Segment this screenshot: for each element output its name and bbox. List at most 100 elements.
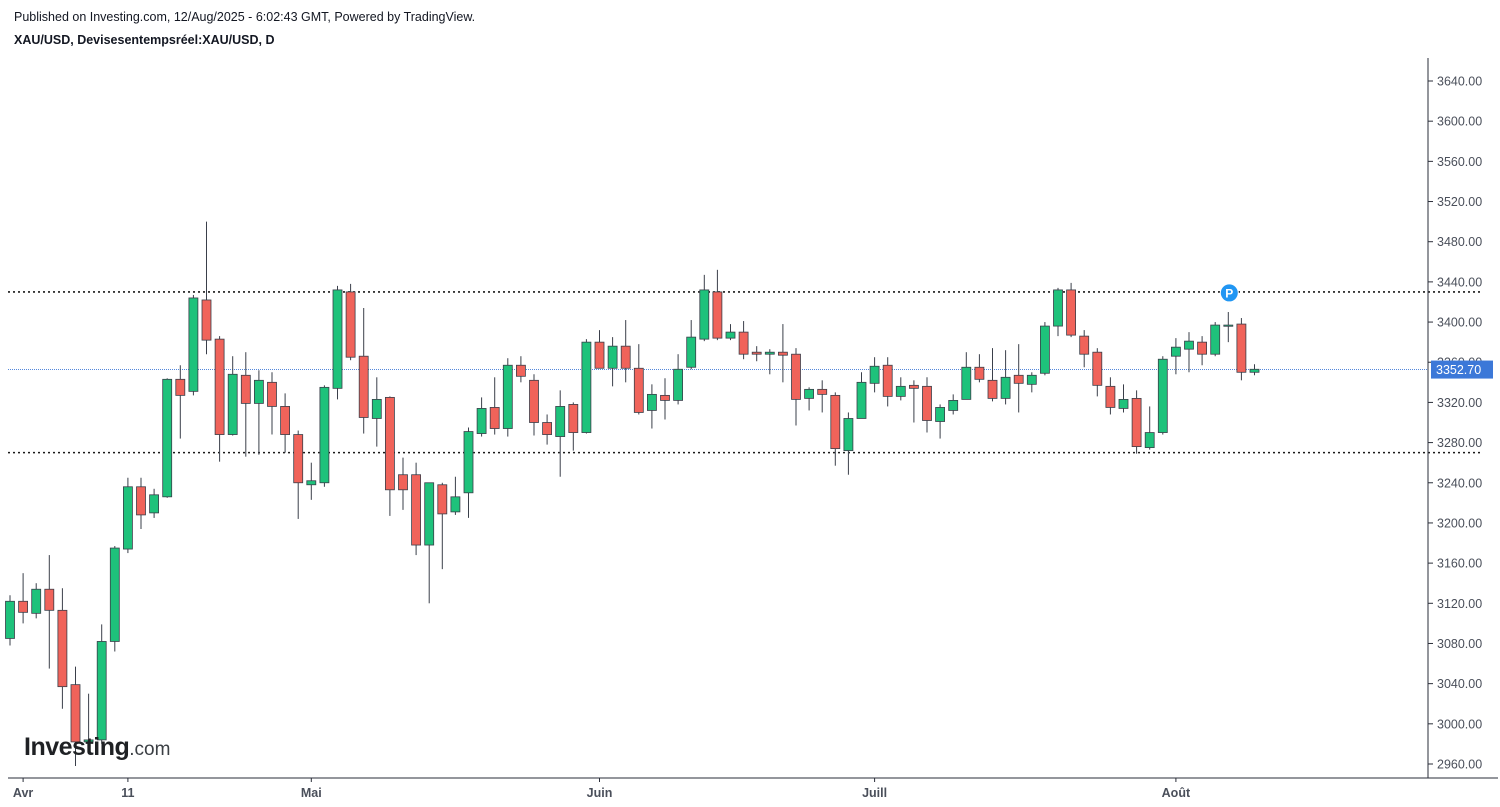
price-tick-label: 2960.00 [1437,758,1482,772]
candle[interactable] [673,354,683,405]
candle[interactable] [293,430,304,519]
candle[interactable] [948,394,959,415]
candle[interactable] [227,356,238,436]
candle[interactable] [1197,336,1207,366]
candle[interactable] [699,274,710,342]
candle[interactable] [1000,350,1011,405]
candle[interactable] [869,357,880,393]
candle[interactable] [987,348,998,402]
candle[interactable] [306,462,317,500]
candle[interactable] [804,387,814,411]
candle[interactable] [620,320,631,383]
candle[interactable] [57,588,68,709]
candle[interactable] [725,324,736,341]
candle[interactable] [751,346,762,362]
candle[interactable] [817,380,828,413]
candle[interactable] [581,339,592,434]
candle[interactable] [1184,332,1194,373]
candle[interactable] [18,573,29,624]
candle[interactable] [502,358,513,437]
candle[interactable] [437,482,448,570]
candle[interactable] [935,404,945,439]
candle[interactable] [319,385,330,487]
candle[interactable] [44,555,55,669]
candle[interactable] [1066,282,1076,338]
candle[interactable] [712,269,723,341]
candle[interactable] [96,624,107,744]
pattern-marker[interactable]: P [1219,283,1239,303]
candle[interactable] [1210,322,1221,357]
candle[interactable] [542,414,552,445]
candle[interactable] [358,307,369,434]
candle[interactable] [83,693,94,754]
candle[interactable] [764,349,775,375]
candle[interactable] [109,546,120,652]
candle[interactable] [1092,348,1103,397]
candle[interactable] [267,372,277,435]
candle[interactable] [70,666,81,767]
candle[interactable] [345,283,356,361]
candle[interactable] [1053,287,1063,337]
candle[interactable] [253,370,264,455]
candle[interactable] [149,488,160,518]
candle[interactable] [136,477,146,529]
candle[interactable] [791,348,801,426]
candle[interactable] [463,427,474,518]
candle[interactable] [909,380,919,423]
candle[interactable] [529,374,539,436]
candle[interactable] [175,365,186,439]
candle[interactable] [411,462,422,556]
candle[interactable] [660,378,670,420]
candle[interactable] [830,392,841,466]
candle[interactable] [633,344,644,415]
candle[interactable] [398,457,408,510]
candle[interactable] [201,221,212,355]
candle[interactable] [31,583,42,619]
candle[interactable] [1026,372,1037,393]
candle[interactable] [1105,377,1116,415]
candle[interactable] [188,294,199,396]
candle[interactable] [1144,406,1155,450]
candle[interactable] [686,320,697,370]
candle[interactable] [1079,330,1090,368]
candle[interactable] [594,330,605,369]
candle[interactable] [384,396,395,516]
candle[interactable] [895,377,906,401]
candle[interactable] [1040,322,1050,376]
candle[interactable] [371,377,382,447]
candle[interactable] [555,390,566,477]
candle[interactable] [214,336,225,462]
candle[interactable] [280,393,291,453]
candle[interactable] [882,357,893,407]
candle[interactable] [1223,312,1234,343]
candle[interactable] [123,477,133,554]
candle[interactable] [489,377,500,435]
candle[interactable] [332,285,343,400]
candle[interactable] [162,378,173,498]
candle[interactable] [1013,344,1024,413]
candle[interactable] [568,402,579,451]
candle[interactable] [1131,390,1142,454]
candle[interactable] [961,352,972,400]
candle[interactable] [974,354,985,383]
candle[interactable] [516,356,526,383]
candle[interactable] [1157,356,1168,435]
candle[interactable] [1249,364,1260,376]
candle[interactable] [738,321,749,360]
candle[interactable] [1171,338,1181,375]
candle[interactable] [843,412,854,475]
candle[interactable] [647,384,657,429]
candle[interactable] [1236,318,1247,381]
candle[interactable] [1118,384,1129,413]
candle-body [935,407,945,422]
candle[interactable] [424,482,435,604]
candle[interactable] [5,595,15,646]
candle[interactable] [607,337,618,387]
candle[interactable] [240,352,251,457]
candle[interactable] [856,372,867,419]
candle[interactable] [922,377,932,433]
candle[interactable] [476,397,487,437]
candle[interactable] [450,476,461,515]
candle[interactable] [778,324,788,383]
